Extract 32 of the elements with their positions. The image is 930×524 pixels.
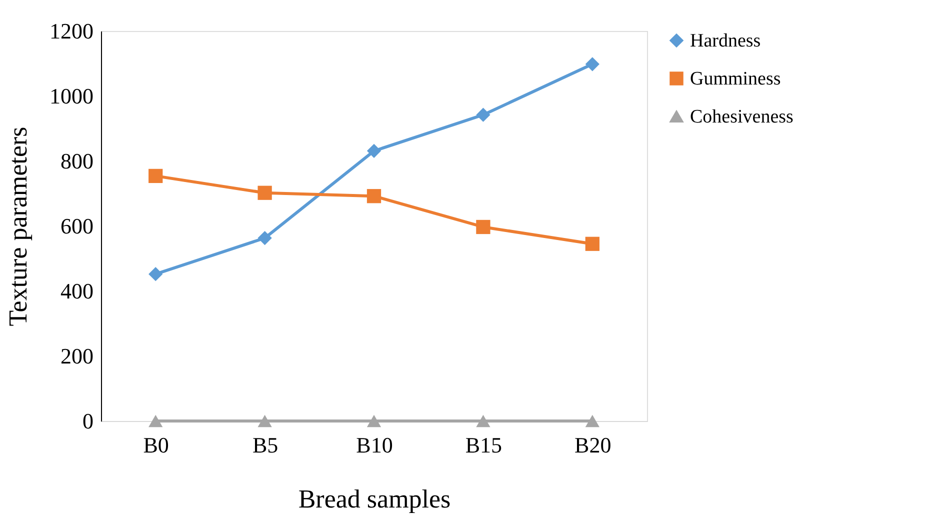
- point: [148, 414, 163, 428]
- x-tick-label: B5: [252, 432, 278, 458]
- point: [258, 186, 272, 200]
- y-tick-label: 0: [82, 408, 94, 434]
- point: [476, 108, 490, 122]
- y-tick-label: 800: [60, 148, 94, 174]
- y-tick-label: 1200: [50, 18, 94, 44]
- y-axis-title: Texture parameters: [4, 126, 32, 326]
- point: [476, 414, 490, 428]
- point: [258, 230, 272, 246]
- point: [366, 144, 382, 158]
- point: [585, 414, 600, 428]
- y-tick-label: 600: [60, 214, 94, 238]
- legend-label: Hardness: [690, 30, 761, 52]
- legend-label: Gumminess: [690, 68, 781, 90]
- y-tick-label: 1000: [50, 84, 94, 108]
- x-tick-label: B0: [143, 432, 169, 458]
- point: [585, 236, 600, 251]
- point: [148, 168, 163, 184]
- x-tick-label: B15: [465, 432, 502, 458]
- legend-label: Cohesiveness: [690, 106, 794, 128]
- y-tick-label: 400: [60, 278, 94, 304]
- x-axis-title: Bread samples: [298, 484, 451, 514]
- x-tick-label: B20: [574, 432, 612, 458]
- x-tick-label: B10: [356, 432, 393, 458]
- point: [585, 57, 600, 72]
- point: [366, 189, 382, 204]
- point: [476, 220, 490, 234]
- point: [366, 414, 382, 428]
- point: [148, 267, 163, 282]
- y-tick-label: 200: [60, 344, 94, 368]
- point: [258, 414, 272, 428]
